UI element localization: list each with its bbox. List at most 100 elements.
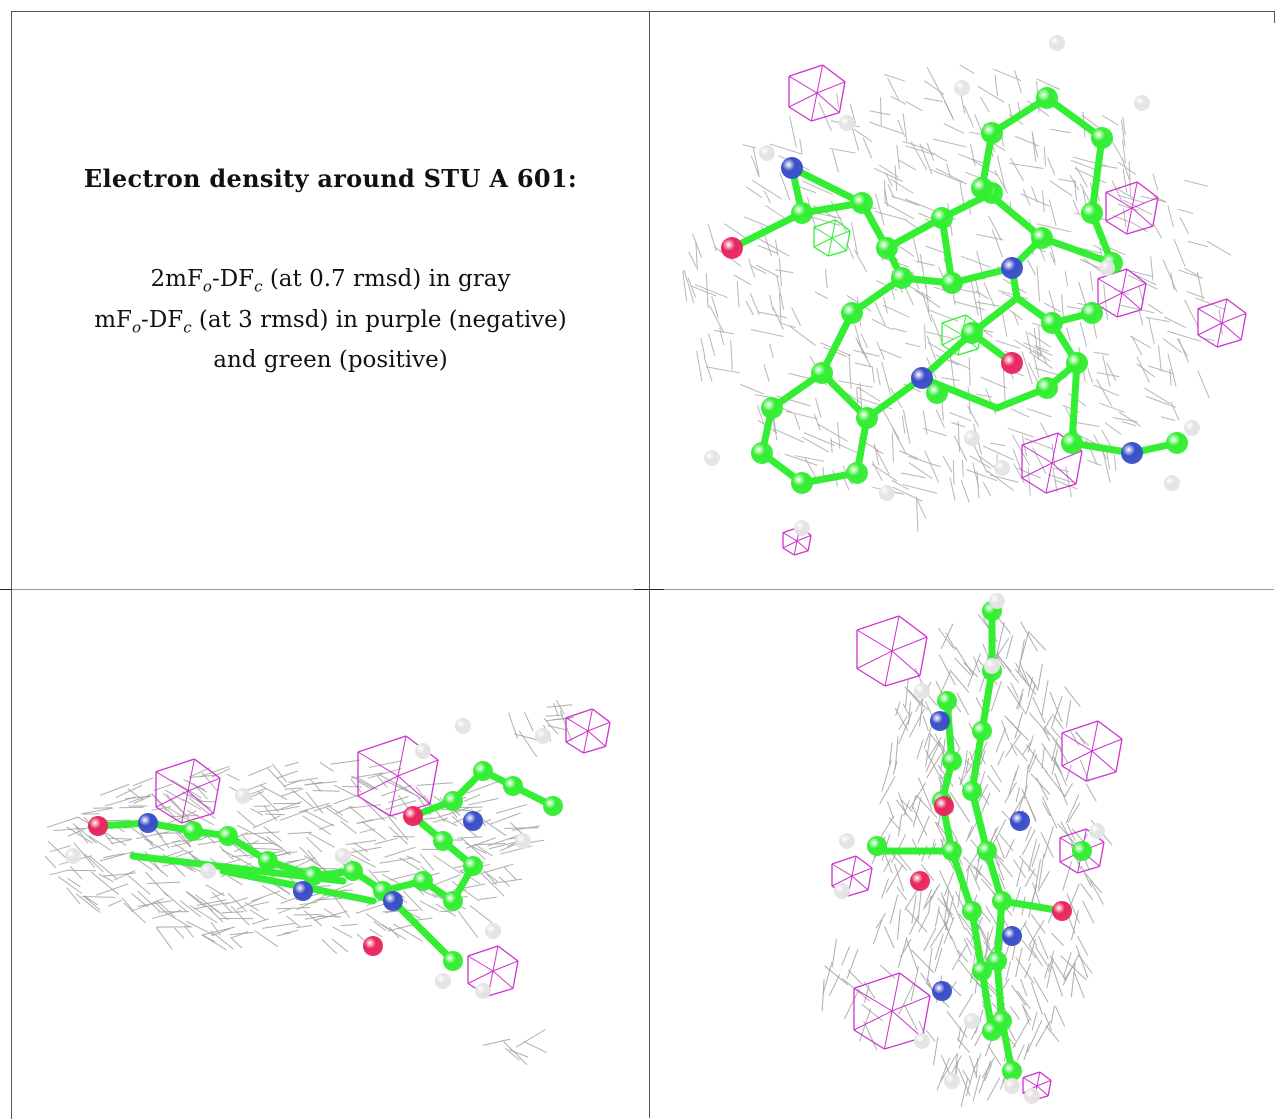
mesh-segment bbox=[232, 855, 254, 857]
mesh-segment bbox=[781, 323, 795, 327]
mesh-segment bbox=[330, 760, 359, 764]
atom bbox=[791, 202, 813, 224]
mesh-segment bbox=[287, 916, 300, 927]
mesh-segment bbox=[566, 709, 592, 718]
mesh-segment bbox=[420, 901, 439, 911]
mesh-segment bbox=[981, 377, 1007, 388]
mesh-segment bbox=[831, 438, 832, 453]
mesh-segment bbox=[288, 778, 318, 782]
mesh-segment bbox=[826, 269, 828, 288]
atom bbox=[475, 983, 491, 999]
mesh-segment bbox=[1174, 239, 1185, 266]
atom bbox=[839, 115, 855, 131]
mesh-segment bbox=[828, 238, 832, 256]
mesh-segment bbox=[993, 69, 1021, 80]
mesh-segment bbox=[922, 996, 930, 1038]
atom bbox=[235, 788, 251, 804]
atom bbox=[934, 796, 954, 816]
mesh-segment bbox=[1132, 198, 1158, 208]
mesh-segment bbox=[1076, 451, 1082, 484]
mesh-segment bbox=[333, 927, 353, 938]
atom bbox=[1066, 352, 1088, 374]
mesh-segment bbox=[398, 736, 406, 776]
mesh-segment bbox=[797, 541, 808, 551]
bond bbox=[1072, 363, 1077, 443]
mesh-segment bbox=[1088, 369, 1093, 383]
mesh-segment bbox=[1128, 275, 1158, 289]
mesh-segment bbox=[895, 708, 908, 731]
mesh-segment bbox=[1087, 460, 1101, 466]
mesh-segment bbox=[1085, 873, 1102, 893]
mesh-segment bbox=[832, 150, 838, 172]
mesh-segment bbox=[1066, 795, 1079, 824]
mesh-segment bbox=[1013, 1019, 1029, 1047]
mesh-segment bbox=[989, 927, 993, 941]
mesh-segment bbox=[1113, 418, 1138, 422]
mesh-segment bbox=[908, 701, 910, 724]
mesh-segment bbox=[292, 790, 313, 808]
mesh-segment bbox=[897, 887, 906, 900]
atom bbox=[1010, 811, 1030, 831]
mesh-segment bbox=[1076, 945, 1088, 978]
mesh-segment bbox=[693, 234, 702, 258]
mesh-segment bbox=[888, 78, 899, 100]
atom bbox=[879, 485, 895, 501]
mesh-segment bbox=[946, 895, 954, 930]
mesh-segment bbox=[434, 856, 461, 874]
mesh-segment bbox=[195, 895, 219, 913]
atom bbox=[433, 831, 453, 851]
mesh-segment bbox=[940, 871, 954, 901]
grid-tick-left bbox=[0, 589, 12, 590]
mesh-segment bbox=[504, 1042, 527, 1065]
mesh-segment bbox=[925, 324, 926, 349]
mesh-segment bbox=[141, 832, 153, 847]
atom bbox=[183, 821, 203, 841]
mesh-segment bbox=[808, 535, 811, 550]
mesh-segment bbox=[999, 834, 1013, 851]
atom bbox=[930, 711, 950, 731]
atom bbox=[503, 776, 523, 796]
mesh-segment bbox=[1026, 332, 1031, 353]
mesh-segment bbox=[885, 927, 895, 949]
mesh-segment bbox=[83, 896, 100, 910]
mesh-segment bbox=[231, 937, 242, 948]
mesh-segment bbox=[300, 847, 317, 864]
mesh-segment bbox=[853, 350, 879, 356]
mesh-segment bbox=[926, 246, 945, 253]
mesh-segment bbox=[910, 782, 926, 808]
molecule-view-top bbox=[652, 13, 1272, 587]
mesh-segment bbox=[1006, 839, 1014, 858]
mesh-segment bbox=[249, 766, 272, 776]
mesh-segment bbox=[1086, 784, 1096, 801]
mesh-segment bbox=[1042, 680, 1048, 715]
mesh-segment bbox=[695, 285, 728, 298]
mesh-segment bbox=[293, 914, 321, 915]
mesh-segment bbox=[744, 217, 771, 228]
mesh-segment bbox=[313, 791, 340, 792]
mesh-segment bbox=[811, 113, 839, 121]
atom bbox=[851, 192, 873, 214]
mesh-segment bbox=[398, 760, 438, 776]
atom bbox=[992, 891, 1012, 911]
mesh-segment bbox=[1062, 733, 1092, 751]
mesh-segment bbox=[899, 616, 927, 637]
atom bbox=[335, 848, 351, 864]
atom bbox=[1081, 302, 1103, 324]
mesh-segment bbox=[832, 939, 836, 967]
mesh-segment bbox=[882, 760, 892, 792]
mesh-segment bbox=[817, 65, 823, 93]
mesh-segment bbox=[890, 895, 898, 924]
atom bbox=[941, 272, 963, 294]
mesh-segment bbox=[606, 722, 610, 746]
mesh-segment bbox=[920, 637, 927, 676]
mesh-segment bbox=[513, 961, 518, 989]
atom bbox=[932, 981, 952, 1001]
mesh-segment bbox=[1144, 388, 1169, 403]
mesh-segment bbox=[1027, 1020, 1042, 1052]
mesh-segment bbox=[838, 381, 872, 388]
mesh-segment bbox=[899, 451, 918, 459]
atom bbox=[984, 658, 1000, 674]
mesh-segment bbox=[706, 273, 708, 308]
mesh-segment bbox=[479, 897, 497, 899]
mesh-segment bbox=[1009, 771, 1016, 794]
